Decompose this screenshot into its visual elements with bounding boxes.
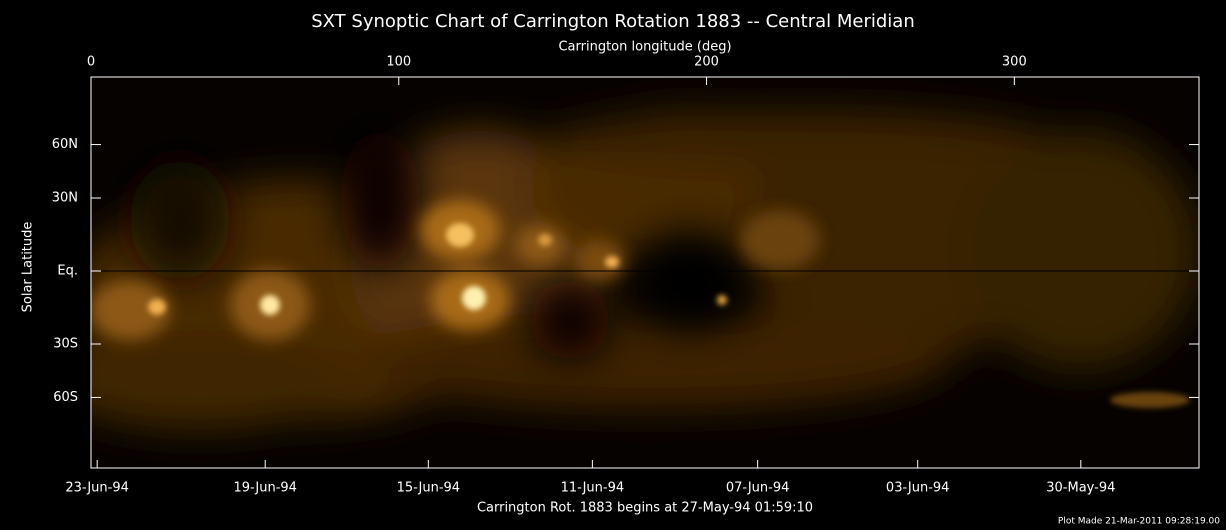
x-tick-label: 0 — [87, 55, 95, 70]
y-tick-label: 60S — [53, 390, 78, 405]
y-tick-label: 30S — [53, 337, 78, 352]
y-tick-label: 30N — [52, 191, 78, 206]
y-tick-label: 60N — [52, 137, 78, 152]
chart-title: SXT Synoptic Chart of Carrington Rotatio… — [311, 11, 915, 32]
x2-tick-label: 11-Jun-94 — [561, 481, 625, 496]
x2-tick-label: 03-Jun-94 — [886, 481, 950, 496]
x2-tick-label: 07-Jun-94 — [726, 481, 790, 496]
footnote: Plot Made 21-Mar-2011 09:28:19.00 — [1058, 517, 1220, 527]
x-axis-label: Carrington longitude (deg) — [558, 40, 731, 55]
solar-map — [91, 77, 1199, 468]
x2-axis-label: Carrington Rot. 1883 begins at 27-May-94… — [477, 501, 813, 516]
x-tick-label: 200 — [694, 55, 719, 70]
x-tick-label: 300 — [1002, 55, 1027, 70]
x2-tick-label: 23-Jun-94 — [65, 481, 129, 496]
x2-tick-label: 19-Jun-94 — [233, 481, 297, 496]
x2-tick-label: 30-May-94 — [1046, 481, 1115, 496]
x2-tick-label: 15-Jun-94 — [397, 481, 461, 496]
y-axis-label: Solar Latitude — [21, 222, 36, 313]
y-tick-label: Eq. — [57, 264, 78, 279]
plot-frame — [90, 76, 1200, 469]
x-tick-label: 100 — [386, 55, 411, 70]
